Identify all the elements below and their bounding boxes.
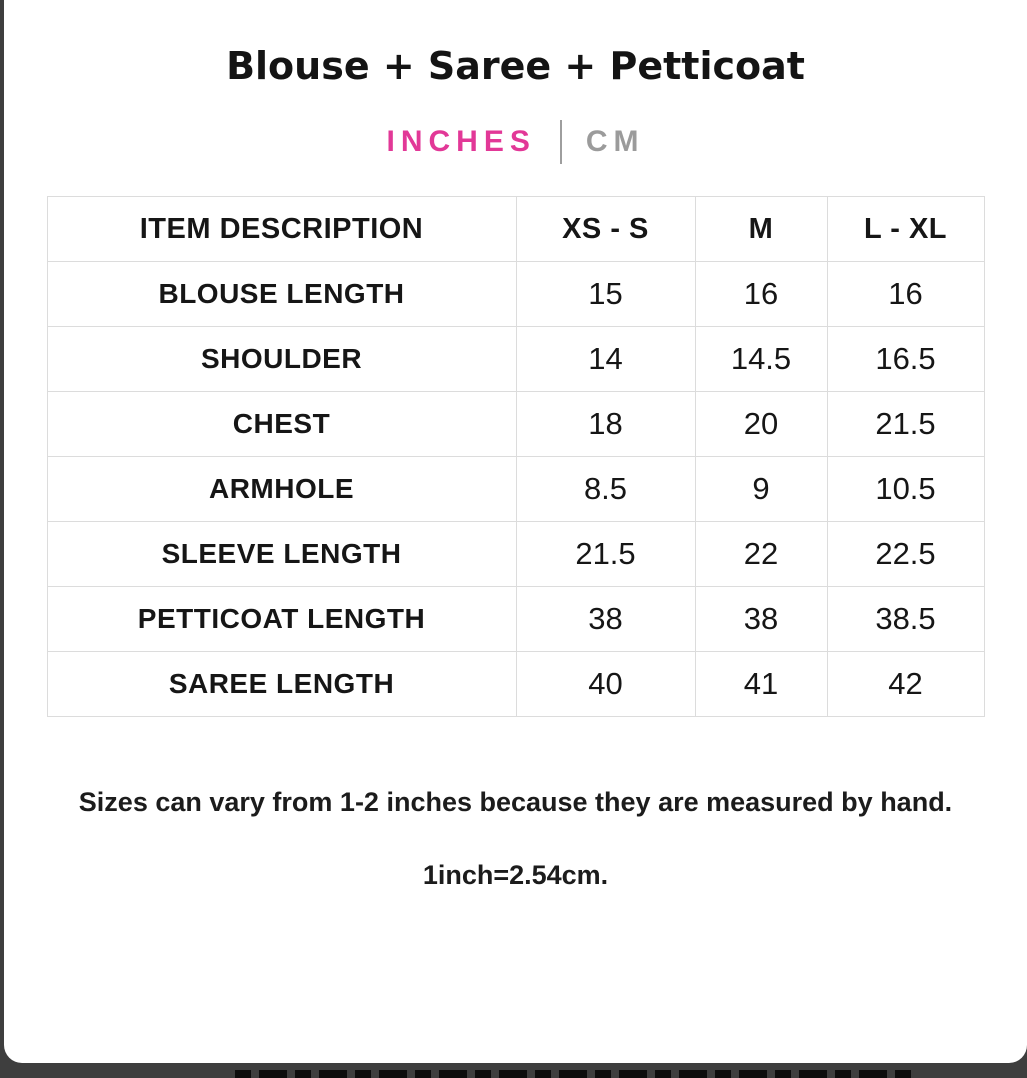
table-row: ARMHOLE 8.5 9 10.5 bbox=[46, 456, 985, 522]
size-value: 40 bbox=[515, 651, 696, 717]
size-value: 41 bbox=[694, 651, 828, 717]
size-table: ITEM DESCRIPTION XS - S M L - XL BLOUSE … bbox=[46, 196, 985, 717]
row-label: ARMHOLE bbox=[46, 456, 517, 522]
table-row: PETTICOAT LENGTH 38 38 38.5 bbox=[46, 586, 985, 652]
table-row: BLOUSE LENGTH 15 16 16 bbox=[46, 261, 985, 327]
unit-toggle-divider bbox=[559, 120, 562, 164]
column-header-xs-s: XS - S bbox=[515, 196, 696, 262]
table-row: SAREE LENGTH 40 41 42 bbox=[46, 651, 985, 717]
row-label: SLEEVE LENGTH bbox=[46, 521, 517, 587]
conversion-note: 1inch=2.54cm. bbox=[422, 860, 609, 890]
size-value: 20 bbox=[694, 391, 828, 457]
size-value: 14 bbox=[515, 326, 696, 392]
size-value: 9 bbox=[694, 456, 828, 522]
row-label: PETTICOAT LENGTH bbox=[46, 586, 517, 652]
unit-inches-toggle[interactable]: INCHES bbox=[386, 125, 536, 158]
column-header-l-xl: L - XL bbox=[826, 196, 985, 262]
row-label: SAREE LENGTH bbox=[46, 651, 517, 717]
size-chart-card: Blouse + Saree + Petticoat INCHES CM ITE… bbox=[4, 0, 1027, 1063]
table-row: CHEST 18 20 21.5 bbox=[46, 391, 985, 457]
size-value: 10.5 bbox=[826, 456, 985, 522]
column-header-item-description: ITEM DESCRIPTION bbox=[46, 196, 517, 262]
size-value: 18 bbox=[515, 391, 696, 457]
table-row: SHOULDER 14 14.5 16.5 bbox=[46, 326, 985, 392]
size-value: 22 bbox=[694, 521, 828, 587]
row-label: CHEST bbox=[46, 391, 517, 457]
size-value: 42 bbox=[826, 651, 985, 717]
row-label: SHOULDER bbox=[46, 326, 517, 392]
hand-measured-note: Sizes can vary from 1-2 inches because t… bbox=[78, 787, 953, 817]
page-title: Blouse + Saree + Petticoat bbox=[226, 44, 805, 88]
size-value: 15 bbox=[515, 261, 696, 327]
unit-toggle: INCHES CM bbox=[4, 120, 1027, 164]
size-value: 38 bbox=[694, 586, 828, 652]
clipped-next-section-text bbox=[235, 1070, 915, 1078]
size-value: 16 bbox=[826, 261, 985, 327]
size-value: 38.5 bbox=[826, 586, 985, 652]
size-value: 38 bbox=[515, 586, 696, 652]
unit-cm-toggle[interactable]: CM bbox=[585, 125, 645, 158]
size-value: 21.5 bbox=[515, 521, 696, 587]
size-value: 14.5 bbox=[694, 326, 828, 392]
row-label: BLOUSE LENGTH bbox=[46, 261, 517, 327]
size-value: 21.5 bbox=[826, 391, 985, 457]
size-value: 22.5 bbox=[826, 521, 985, 587]
table-row: SLEEVE LENGTH 21.5 22 22.5 bbox=[46, 521, 985, 587]
size-value: 8.5 bbox=[515, 456, 696, 522]
size-value: 16.5 bbox=[826, 326, 985, 392]
size-value: 16 bbox=[694, 261, 828, 327]
column-header-m: M bbox=[694, 196, 828, 262]
table-header-row: ITEM DESCRIPTION XS - S M L - XL bbox=[46, 196, 985, 262]
